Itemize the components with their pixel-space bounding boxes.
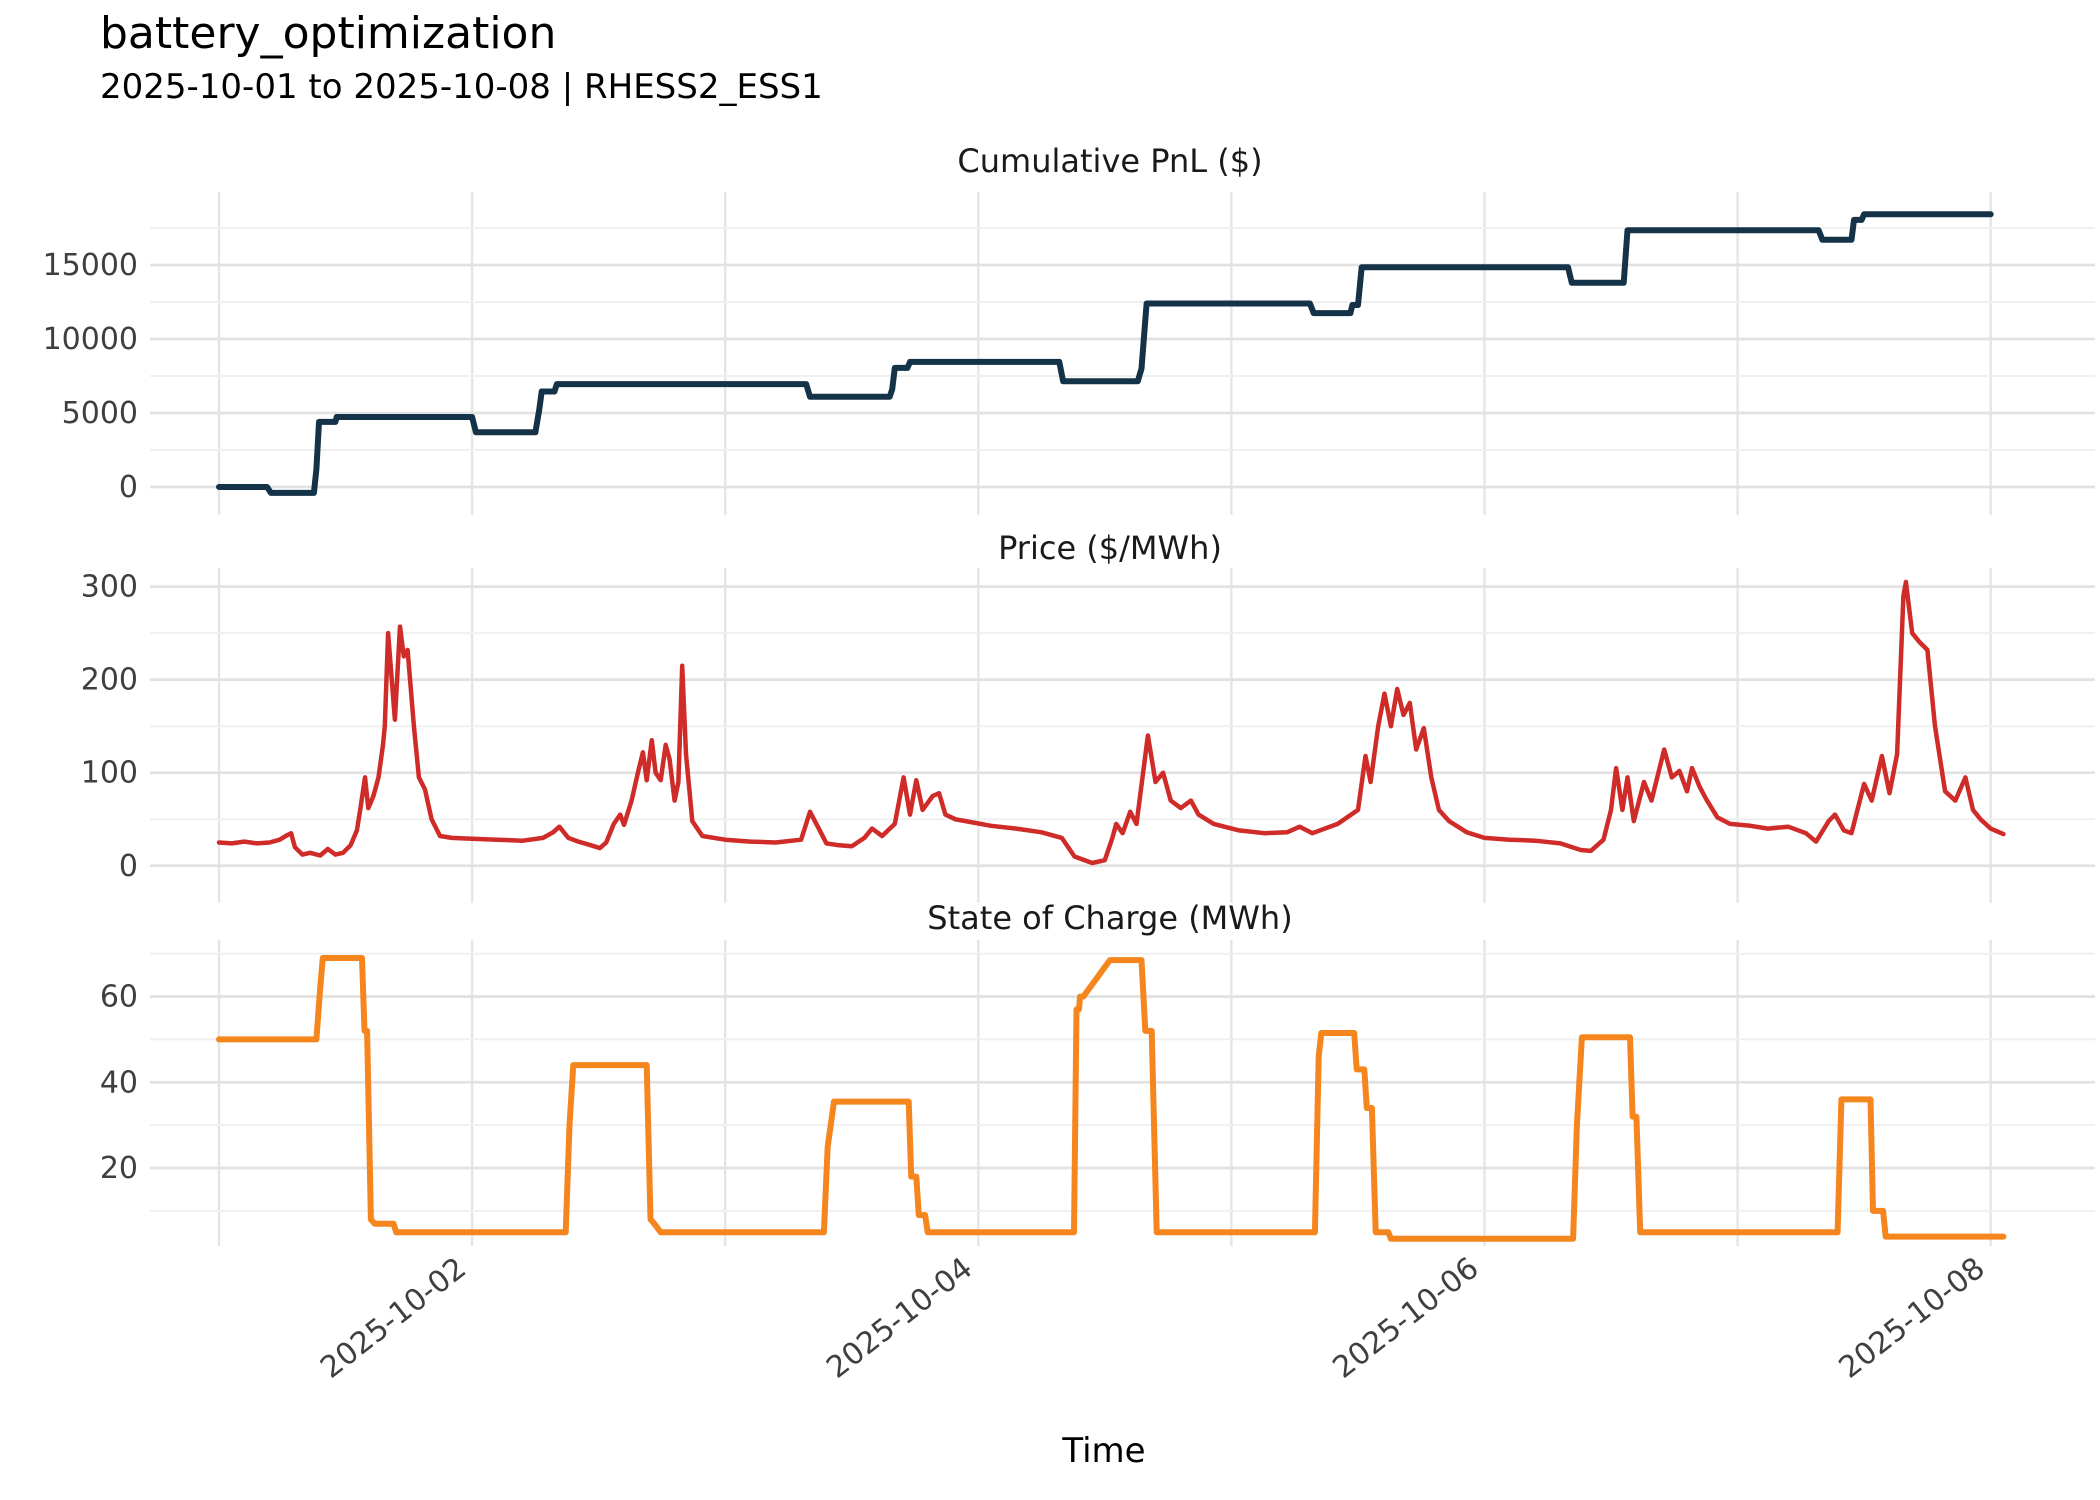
panel-0: 0 5000 10000 15000 [43,192,2095,515]
y-tick-label: 0 [119,849,138,884]
panel-title-cumulative-pnl: Cumulative PnL ($) [957,142,1262,180]
y-tick-label: 60 [100,980,138,1015]
series-line-0 [216,211,1994,496]
panel-2: 20 40 60 [100,940,2095,1246]
y-tick-label: 10000 [43,322,138,357]
x-tick-label: 2025-10-04 [820,1251,979,1386]
series-line-1 [216,579,2006,866]
series-line-2 [216,955,2007,1242]
y-tick-label: 200 [81,663,138,698]
y-tick-label: 40 [100,1065,138,1100]
x-tick-label: 2025-10-08 [1833,1251,1992,1386]
x-tick-label: 2025-10-06 [1326,1251,1485,1386]
y-tick-label: 5000 [62,396,138,431]
y-tick-label: 20 [100,1151,138,1186]
y-tick-label: 0 [119,470,138,505]
panel-title-state-of-charge: State of Charge (MWh) [927,899,1292,937]
y-tick-label: 100 [81,756,138,791]
y-tick-label: 15000 [43,248,138,283]
x-axis-label: Time [1061,1431,1145,1471]
panel-1: 0 100 200 300 [81,568,2095,903]
panel-title-price: Price ($/MWh) [998,529,1222,567]
page-subtitle: 2025-10-01 to 2025-10-08 | RHESS2_ESS1 [100,67,823,107]
y-tick-label: 300 [81,570,138,605]
page-title: battery_optimization [100,8,556,59]
x-tick-label: 2025-10-02 [314,1251,473,1386]
chart-panels: 0 5000 10000 15000 0 100 200 300 20 40 60 2025-10-0… [43,192,2095,1386]
